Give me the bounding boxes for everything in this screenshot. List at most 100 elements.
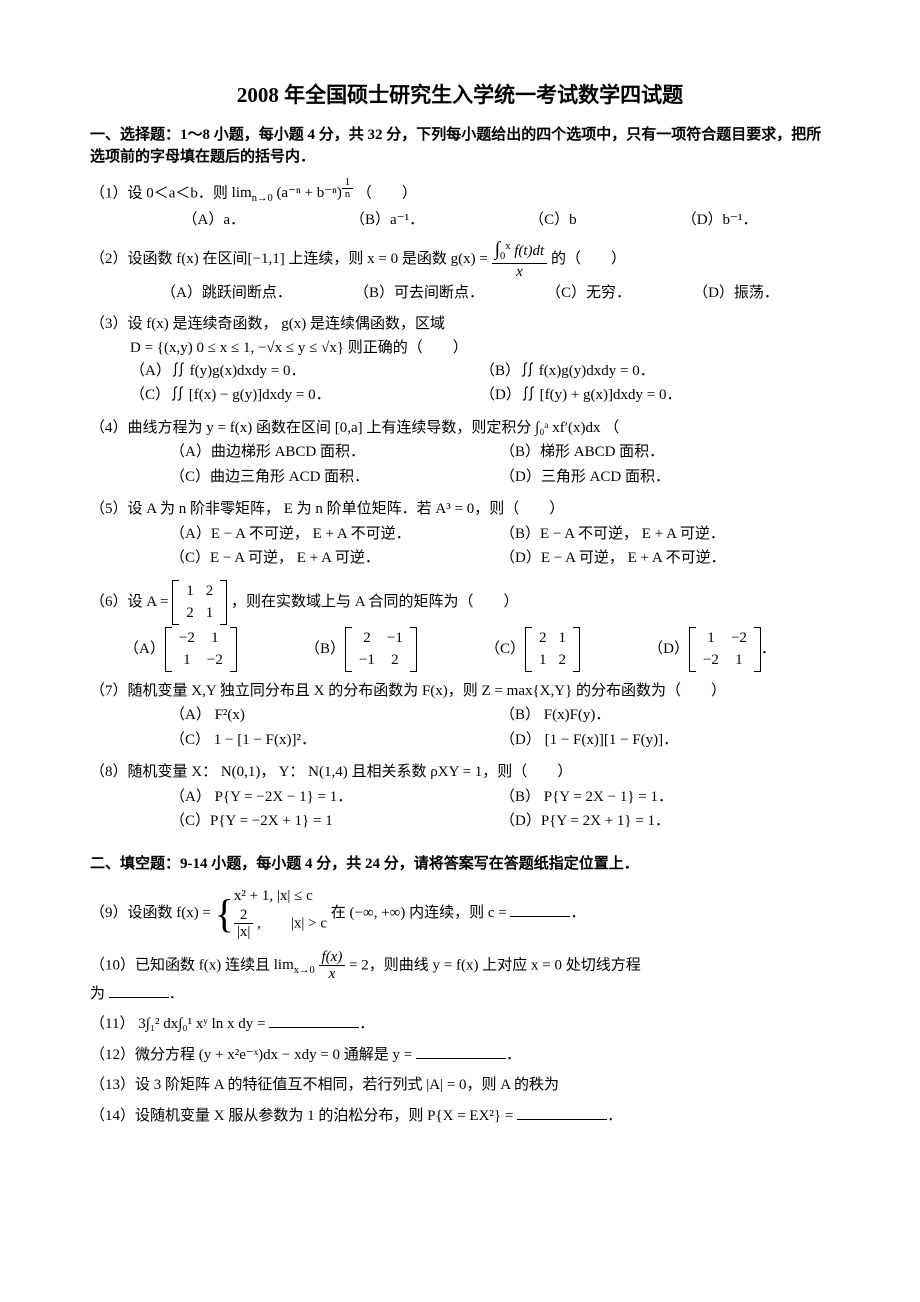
q1-blank: （ ） <box>357 185 417 201</box>
c01: 1 <box>553 627 573 650</box>
q2-optC: （C）无穷． <box>546 282 631 305</box>
d10: −2 <box>697 649 725 672</box>
c00: 2 <box>533 627 553 650</box>
q3-oA-t: （A）∬ f(y)g(x)dxdy = 0． <box>130 363 306 379</box>
q6: （6）设 A = 1221 ，则在实数域上与 A 合同的矩阵为（ ） （A）−2… <box>90 580 830 672</box>
q5: （5）设 A 为 n 阶非零矩阵， E 为 n 阶单位矩阵．若 A³ = 0，则… <box>90 498 830 572</box>
q3-optC: （C）∬ [f(x) − g(y)]dxdy = 0． <box>130 384 480 407</box>
q6B-l: （B） <box>305 641 345 657</box>
q2-optD: （D）振荡． <box>693 282 779 305</box>
q7: （7）随机变量 X,Y 独立同分布且 X 的分布函数为 F(x)，则 Z = m… <box>90 680 830 754</box>
q5-text: （5）设 A 为 n 阶非零矩阵， E 为 n 阶单位矩阵．若 A³ = 0，则… <box>90 498 830 521</box>
q1-optB: （B）a⁻¹． <box>350 209 424 232</box>
q1-optD: （D）b⁻¹． <box>682 209 758 232</box>
q7-optB: （B） F(x)F(y)． <box>500 704 830 727</box>
c11: 2 <box>553 649 573 672</box>
q10: （10）已知函数 f(x) 连续且 limx→0 f(x)x = 2，则曲线 y… <box>90 949 830 1006</box>
q4-optD: （D）三角形 ACD 面积． <box>500 466 830 489</box>
q1-lim: limn→0 (a⁻ⁿ + b⁻ⁿ)1n <box>232 185 357 201</box>
q4-text: （4）曲线方程为 y = f(x) 函数在区间 [0,a] 上有连续导数，则定积… <box>90 417 830 440</box>
q9-c2d: |x| <box>234 924 254 941</box>
q8: （8）随机变量 X： N(0,1)， Y： N(1,4) 且相关系数 ρXY =… <box>90 761 830 835</box>
q2-body: f(t)dt <box>514 243 544 259</box>
q3-text: （3）设 f(x) 是连续奇函数， g(x) 是连续偶函数，区域 <box>90 313 830 336</box>
q6C-l: （C） <box>485 641 525 657</box>
q3-oC-t: （C）∬ [f(x) − g(y)]dxdy = 0． <box>130 387 331 403</box>
q10-pre: （10）已知函数 f(x) 连续且 <box>90 957 274 973</box>
q13-text: （13）设 3 阶矩阵 A 的特征值互不相同，若行列式 |A| = 0，则 A … <box>90 1077 559 1093</box>
q8-text: （8）随机变量 X： N(0,1)， Y： N(1,4) 且相关系数 ρXY =… <box>90 761 830 784</box>
q6-matrix-A: 1221 <box>172 580 227 625</box>
m00: 1 <box>180 580 200 603</box>
b01: −1 <box>381 627 409 650</box>
q2-text2: 的（ ） <box>551 251 626 267</box>
q12-text: （12）微分方程 (y + x²e⁻ˣ)dx − xdy = 0 通解是 y = <box>90 1047 416 1063</box>
q3-domain: D = {(x,y) 0 ≤ x ≤ 1, −√x ≤ y ≤ √x} 则正确的… <box>90 337 830 360</box>
q3-optB: （B）∬ f(x)g(y)dxdy = 0． <box>480 360 830 383</box>
q3: （3）设 f(x) 是连续奇函数， g(x) 是连续偶函数，区域 D = {(x… <box>90 313 830 409</box>
q11-text: （11） 3∫₁² dx∫₀¹ xʸ ln x dy = <box>90 1016 269 1032</box>
q1: （1）设 0＜a＜b．则 limn→0 (a⁻ⁿ + b⁻ⁿ)1n （ ） （A… <box>90 177 830 232</box>
q6D-l: （D） <box>648 641 689 657</box>
section1-header: 一、选择题：1～8 小题，每小题 4 分，共 32 分，下列每小题给出的四个选项… <box>90 124 830 169</box>
q6-post: ，则在实数域上与 A 合同的矩阵为（ ） <box>231 594 519 610</box>
a00: −2 <box>173 627 201 650</box>
q1-pn: 1 <box>342 177 353 190</box>
q9-post: 在 (−∞, +∞) 内连续，则 c = <box>331 905 511 921</box>
q4-optB: （B）梯形 ABCD 面积． <box>500 441 830 464</box>
q10-fd: x <box>319 966 346 983</box>
q7-text: （7）随机变量 X,Y 独立同分布且 X 的分布函数为 F(x)，则 Z = m… <box>90 680 830 703</box>
q10-lim: lim <box>274 957 294 973</box>
d00: 1 <box>697 627 725 650</box>
q6A-l: （A） <box>124 641 165 657</box>
a01: 1 <box>201 627 229 650</box>
q10-post: 为 <box>90 986 105 1002</box>
q7-optD: （D） [1 − F(x)][1 − F(y)]． <box>500 729 830 752</box>
q2-text1: （2）设函数 f(x) 在区间[−1,1] 上连续，则 x = 0 是函数 g(… <box>90 251 492 267</box>
q6-optC: （C） 2112 <box>485 627 580 672</box>
q8-optA: （A） P{Y = −2X − 1} = 1． <box>170 786 500 809</box>
q9-c2c: , |x| > c <box>257 915 327 931</box>
q7-optC: （C） 1 − [1 − F(x)]²． <box>170 729 500 752</box>
brace-icon: { <box>215 894 234 934</box>
q3-optD: （D）∬ [f(y) + g(x)]dxdy = 0． <box>480 384 830 407</box>
q2-optB: （B）可去间断点． <box>354 282 484 305</box>
q2-it: x <box>505 241 510 252</box>
q12: （12）微分方程 (y + x²e⁻ˣ)dx − xdy = 0 通解是 y =… <box>90 1044 830 1067</box>
d01: −2 <box>725 627 753 650</box>
q3-oD-t: （D）∬ [f(y) + g(x)]dxdy = 0． <box>480 387 681 403</box>
q4: （4）曲线方程为 y = f(x) 函数在区间 [0,a] 上有连续导数，则定积… <box>90 417 830 491</box>
q6-pre: （6）设 A = <box>90 594 172 610</box>
section2-header: 二、填空题：9-14 小题，每小题 4 分，共 24 分，请将答案写在答题纸指定… <box>90 853 830 876</box>
q10-fn: f(x) <box>319 949 346 967</box>
q14-text: （14）设随机变量 X 服从参数为 1 的泊松分布，则 P{X = EX²} = <box>90 1108 517 1124</box>
q3-optA: （A）∬ f(y)g(x)dxdy = 0． <box>130 360 480 383</box>
q1-expr: (a⁻ⁿ + b⁻ⁿ) <box>276 185 341 201</box>
q9-blank <box>510 902 570 917</box>
c10: 1 <box>533 649 553 672</box>
q11-blank <box>269 1013 359 1028</box>
page-title: 2008 年全国硕士研究生入学统一考试数学四试题 <box>90 80 830 112</box>
q1-optA: （A）a． <box>183 209 246 232</box>
q8-optC: （C）P{Y = −2X + 1} = 1 <box>170 810 500 833</box>
q11: （11） 3∫₁² dx∫₀¹ xʸ ln x dy = ． <box>90 1013 830 1036</box>
q6-optB: （B）2−1−12 <box>305 627 417 672</box>
q8-optD: （D）P{Y = 2X + 1} = 1． <box>500 810 830 833</box>
q14: （14）设随机变量 X 服从参数为 1 的泊松分布，则 P{X = EX²} =… <box>90 1105 830 1128</box>
q9-c2n: 2 <box>234 907 254 925</box>
q7-optA: （A） F²(x) <box>170 704 500 727</box>
q5-optB: （B）E − A 不可逆， E + A 可逆． <box>500 523 830 546</box>
q1-pd: n <box>342 189 353 201</box>
q4-optA: （A）曲边梯形 ABCD 面积． <box>170 441 500 464</box>
q2-ib: 0 <box>500 251 505 262</box>
q8-optB: （B） P{Y = 2X − 1} = 1． <box>500 786 830 809</box>
q6-optA: （A）−211−2 <box>124 627 237 672</box>
d11: 1 <box>725 649 753 672</box>
q1-lim-sym: lim <box>232 185 252 201</box>
q10-ls: x→0 <box>294 965 315 976</box>
q4-optC: （C）曲边三角形 ACD 面积． <box>170 466 500 489</box>
q5-optA: （A）E − A 不可逆， E + A 不可逆． <box>170 523 500 546</box>
q9: （9）设函数 f(x) = { x² + 1, |x| ≤ c 2|x| , |… <box>90 887 830 941</box>
q9-case2: 2|x| , |x| > c <box>234 907 327 941</box>
q12-blank <box>416 1044 506 1059</box>
